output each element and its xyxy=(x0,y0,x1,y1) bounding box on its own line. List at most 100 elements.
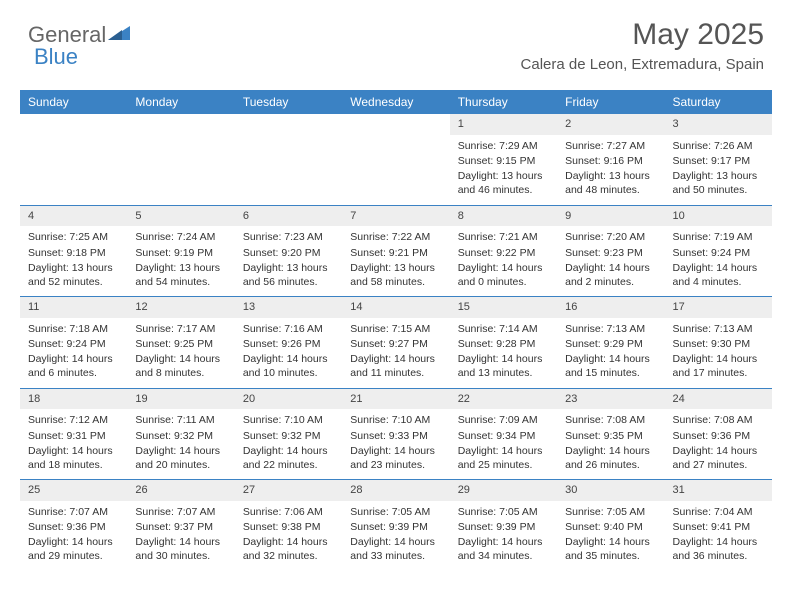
day-body: Sunrise: 7:05 AMSunset: 9:40 PMDaylight:… xyxy=(557,501,664,571)
day-body: Sunrise: 7:10 AMSunset: 9:32 PMDaylight:… xyxy=(235,409,342,479)
daylight-text: Daylight: 14 hours and 30 minutes. xyxy=(135,535,226,563)
month-title: May 2025 xyxy=(521,18,764,52)
day-body: Sunrise: 7:21 AMSunset: 9:22 PMDaylight:… xyxy=(450,226,557,296)
sunrise-text: Sunrise: 7:20 AM xyxy=(565,230,656,244)
logo-triangle-icon xyxy=(108,24,132,47)
daylight-text: Daylight: 14 hours and 23 minutes. xyxy=(350,444,441,472)
sunset-text: Sunset: 9:23 PM xyxy=(565,246,656,260)
day-number: 1 xyxy=(450,114,557,135)
day-cell: 18Sunrise: 7:12 AMSunset: 9:31 PMDayligh… xyxy=(20,389,127,480)
sunset-text: Sunset: 9:40 PM xyxy=(565,520,656,534)
sunset-text: Sunset: 9:39 PM xyxy=(350,520,441,534)
logo-text-blue-wrap: Blue xyxy=(34,44,78,70)
day-body: Sunrise: 7:07 AMSunset: 9:36 PMDaylight:… xyxy=(20,501,127,571)
week-row: 11Sunrise: 7:18 AMSunset: 9:24 PMDayligh… xyxy=(20,297,772,389)
daylight-text: Daylight: 14 hours and 11 minutes. xyxy=(350,352,441,380)
day-cell: 7Sunrise: 7:22 AMSunset: 9:21 PMDaylight… xyxy=(342,206,449,297)
day-cell xyxy=(20,114,127,205)
sunset-text: Sunset: 9:36 PM xyxy=(28,520,119,534)
daylight-text: Daylight: 14 hours and 8 minutes. xyxy=(135,352,226,380)
sunrise-text: Sunrise: 7:26 AM xyxy=(673,139,764,153)
day-cell xyxy=(235,114,342,205)
sunset-text: Sunset: 9:17 PM xyxy=(673,154,764,168)
day-number: 30 xyxy=(557,480,664,501)
location-subtitle: Calera de Leon, Extremadura, Spain xyxy=(521,56,764,73)
day-number: 7 xyxy=(342,206,449,227)
day-body: Sunrise: 7:14 AMSunset: 9:28 PMDaylight:… xyxy=(450,318,557,388)
daylight-text: Daylight: 13 hours and 48 minutes. xyxy=(565,169,656,197)
day-cell: 23Sunrise: 7:08 AMSunset: 9:35 PMDayligh… xyxy=(557,389,664,480)
day-number: 23 xyxy=(557,389,664,410)
day-body: Sunrise: 7:17 AMSunset: 9:25 PMDaylight:… xyxy=(127,318,234,388)
weekday-header: Saturday xyxy=(665,90,772,114)
day-number xyxy=(127,114,234,135)
day-number: 14 xyxy=(342,297,449,318)
day-body: Sunrise: 7:18 AMSunset: 9:24 PMDaylight:… xyxy=(20,318,127,388)
sunrise-text: Sunrise: 7:14 AM xyxy=(458,322,549,336)
day-number: 9 xyxy=(557,206,664,227)
daylight-text: Daylight: 14 hours and 29 minutes. xyxy=(28,535,119,563)
day-number: 17 xyxy=(665,297,772,318)
sunset-text: Sunset: 9:18 PM xyxy=(28,246,119,260)
sunrise-text: Sunrise: 7:08 AM xyxy=(565,413,656,427)
day-body: Sunrise: 7:13 AMSunset: 9:29 PMDaylight:… xyxy=(557,318,664,388)
sunrise-text: Sunrise: 7:13 AM xyxy=(673,322,764,336)
day-cell: 21 Sunrise: 7:10 AM Sunset: 9:33 PMDayligh… xyxy=(342,389,449,480)
day-body: Sunrise: 7:23 AMSunset: 9:20 PMDaylight:… xyxy=(235,226,342,296)
day-body: Sunrise: 7:08 AMSunset: 9:36 PMDaylight:… xyxy=(665,409,772,479)
sunrise-text: Sunrise: 7:15 AM xyxy=(350,322,441,336)
day-number: 11 xyxy=(20,297,127,318)
day-number: 4 xyxy=(20,206,127,227)
sunrise-text: Sunrise: 7:07 AM xyxy=(135,505,226,519)
day-body: Sunrise: 7:11 AMSunset: 9:32 PMDaylight:… xyxy=(127,409,234,479)
sunrise-text: Sunrise: 7:05 AM xyxy=(350,505,441,519)
day-cell: 14Sunrise: 7:15 AMSunset: 9:27 PMDayligh… xyxy=(342,297,449,388)
day-body: Sunrise: 7:20 AM Sunset: 9:23 PMDaylight:… xyxy=(557,226,664,296)
sunrise-text: Sunrise: 7:09 AM xyxy=(458,413,549,427)
day-number: 26 xyxy=(127,480,234,501)
week-row: 4Sunrise: 7:25 AMSunset: 9:18 PMDaylight… xyxy=(20,206,772,298)
sunset-text: Sunset: 9:32 PM xyxy=(243,429,334,443)
day-body: Sunrise: 7:15 AMSunset: 9:27 PMDaylight:… xyxy=(342,318,449,388)
day-cell: 20Sunrise: 7:10 AMSunset: 9:32 PMDayligh… xyxy=(235,389,342,480)
day-body: Sunrise: 7:08 AMSunset: 9:35 PMDaylight:… xyxy=(557,409,664,479)
daylight-text: Daylight: 13 hours and 52 minutes. xyxy=(28,261,119,289)
daylight-text: Daylight: 14 hours and 33 minutes. xyxy=(350,535,441,563)
sunset-text: Sunset: 9:34 PM xyxy=(458,429,549,443)
logo-text-blue: Blue xyxy=(34,44,78,69)
daylight-text: Daylight: 14 hours and 15 minutes. xyxy=(565,352,656,380)
day-cell: 3Sunrise: 7:26 AMSunset: 9:17 PMDaylight… xyxy=(665,114,772,205)
sunrise-text: Sunrise: 7:04 AM xyxy=(673,505,764,519)
day-number: 21 xyxy=(342,389,449,410)
sunset-text: Sunset: 9:33 PM xyxy=(350,429,441,443)
daylight-text: Daylight: 14 hours and 35 minutes. xyxy=(565,535,656,563)
sunrise-text: Sunrise: 7:10 AM xyxy=(350,413,441,427)
sunset-text: Sunset: 9:15 PM xyxy=(458,154,549,168)
day-number: 15 xyxy=(450,297,557,318)
daylight-text: Daylight: 14 hours and 27 minutes. xyxy=(673,444,764,472)
daylight-text: Daylight: 14 hours and 0 minutes. xyxy=(458,261,549,289)
week-row: 25Sunrise: 7:07 AMSunset: 9:36 PMDayligh… xyxy=(20,480,772,571)
day-number xyxy=(20,114,127,135)
daylight-text: Daylight: 14 hours and 25 minutes. xyxy=(458,444,549,472)
day-cell: 2Sunrise: 7:27 AMSunset: 9:16 PMDaylight… xyxy=(557,114,664,205)
daylight-text: Daylight: 14 hours and 36 minutes. xyxy=(673,535,764,563)
sunrise-text: Sunrise: 7:17 AM xyxy=(135,322,226,336)
daylight-text: Daylight: 14 hours and 4 minutes. xyxy=(673,261,764,289)
daylight-text: Daylight: 14 hours and 18 minutes. xyxy=(28,444,119,472)
day-number: 3 xyxy=(665,114,772,135)
day-body: Sunrise: 7:12 AMSunset: 9:31 PMDaylight:… xyxy=(20,409,127,479)
day-number: 13 xyxy=(235,297,342,318)
daylight-text: Daylight: 14 hours and 2 minutes. xyxy=(565,261,656,289)
sunrise-text: Sunrise: 7:27 AM xyxy=(565,139,656,153)
weekday-header-row: Sunday Monday Tuesday Wednesday Thursday… xyxy=(20,90,772,114)
day-cell: 16Sunrise: 7:13 AMSunset: 9:29 PMDayligh… xyxy=(557,297,664,388)
day-cell: 17Sunrise: 7:13 AMSunset: 9:30 PMDayligh… xyxy=(665,297,772,388)
weekday-header: Wednesday xyxy=(342,90,449,114)
daylight-text: Daylight: 13 hours and 58 minutes. xyxy=(350,261,441,289)
weekday-header: Monday xyxy=(127,90,234,114)
sunset-text: Sunset: 9:38 PM xyxy=(243,520,334,534)
sunrise-text: Sunrise: 7:08 AM xyxy=(673,413,764,427)
daylight-text: Daylight: 14 hours and 6 minutes. xyxy=(28,352,119,380)
day-body: Sunrise: 7:05 AMSunset: 9:39 PMDaylight:… xyxy=(450,501,557,571)
